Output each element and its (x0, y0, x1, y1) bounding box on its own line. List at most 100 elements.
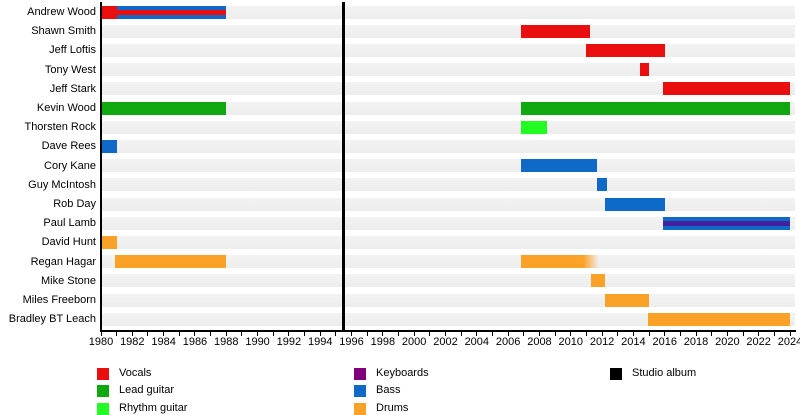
timeline-bar-drums (520, 255, 599, 269)
x-axis-tick-label: 1992 (276, 336, 302, 348)
member-track (101, 139, 795, 153)
x-axis-tick-label: 2014 (621, 336, 646, 348)
member-track (101, 255, 795, 269)
x-axis-tick-label: 2008 (527, 336, 552, 348)
member-label: Mike Stone (40, 274, 96, 287)
legend-label-lead_guitar: Lead guitar (119, 384, 175, 397)
x-axis-tick (460, 332, 462, 336)
timeline-bar-bass (597, 178, 607, 192)
timeline-bar-bass (605, 197, 665, 211)
timeline-bar-drums (591, 274, 606, 288)
x-axis-tick (523, 332, 525, 336)
x-axis-tick (147, 332, 149, 336)
x-axis-tick (304, 332, 306, 336)
x-axis-tick-label: 2010 (558, 336, 583, 348)
x-axis-tick (335, 332, 337, 336)
x-axis-tick-label: 2000 (401, 336, 427, 348)
x-axis-tick (429, 332, 431, 336)
x-axis-tick-label: 1982 (120, 336, 145, 348)
x-axis-tick (413, 332, 415, 336)
member-track (101, 43, 795, 57)
x-axis-tick (711, 332, 713, 336)
x-axis-tick (648, 332, 650, 336)
x-axis-tick (366, 332, 368, 336)
x-axis-tick-label: 1984 (151, 336, 176, 348)
member-track (101, 274, 795, 288)
x-axis-tick (585, 332, 587, 336)
timeline-bar-vocals (639, 63, 650, 77)
x-axis-tick (131, 332, 133, 336)
member-track (101, 82, 795, 96)
x-axis-tick-label: 1986 (182, 336, 208, 348)
x-axis-tick-label: 1996 (339, 336, 364, 348)
x-axis-tick (507, 332, 509, 336)
x-axis-tick (288, 332, 290, 336)
legend-swatch-keyboards (354, 368, 366, 380)
member-label: Tony West (44, 63, 96, 76)
x-axis-tick (319, 332, 321, 336)
legend-label-drums: Drums (376, 401, 409, 414)
x-axis-tick (491, 332, 493, 336)
x-axis-tick (100, 332, 102, 336)
member-track (101, 312, 795, 326)
x-axis-tick-label: 1988 (214, 336, 239, 348)
member-label: Kevin Wood (36, 102, 96, 114)
legend-swatch-lead_guitar (97, 385, 109, 398)
timeline-bar-drums (605, 293, 650, 307)
x-axis-tick (225, 332, 227, 336)
member-track (101, 24, 795, 38)
y-axis (100, 2, 102, 330)
member-label: Shawn Smith (31, 25, 96, 38)
x-axis-tick (178, 332, 180, 336)
timeline-bar-vocals (663, 82, 790, 96)
member-track (101, 235, 795, 249)
legend-label-rhythm_guitar: Rhythm guitar (119, 401, 188, 414)
x-axis-tick-label: 2012 (589, 336, 615, 348)
x-axis (100, 330, 796, 332)
x-axis-tick (351, 332, 353, 336)
x-axis-tick (617, 332, 619, 336)
legend-swatch-studio_album (610, 368, 622, 380)
timeline-bar-bass (663, 216, 790, 230)
legend-label-bass: Bass (376, 384, 401, 397)
x-axis-tick (570, 332, 572, 336)
timeline-bar-bass (101, 139, 117, 153)
timeline-bar-bass (116, 5, 227, 19)
x-axis-tick (742, 332, 744, 336)
x-axis-tick (241, 332, 243, 336)
bar-stripe-keyboards (663, 220, 790, 226)
legend-swatch-vocals (97, 368, 109, 380)
x-axis-tick-label: 1980 (88, 336, 114, 348)
member-label: Jeff Stark (49, 82, 96, 95)
member-label: Regan Hagar (30, 255, 96, 268)
member-label: David Hunt (41, 236, 96, 249)
x-axis-tick-label: 2018 (683, 336, 709, 348)
member-label: Guy McIntosh (28, 178, 96, 191)
x-axis-tick-label: 2016 (652, 336, 677, 348)
x-axis-tick (758, 332, 760, 336)
x-axis-tick (789, 332, 791, 336)
timeline-bar-vocals (520, 24, 590, 38)
legend-swatch-bass (354, 385, 366, 398)
member-label: Jeff Loftis (49, 44, 96, 57)
timeline-bar-bass (520, 159, 598, 173)
timeline-bar-lead_guitar (101, 101, 227, 115)
legend-swatch-rhythm_guitar (97, 402, 109, 415)
x-axis-tick (538, 332, 540, 336)
x-axis-tick (554, 332, 556, 336)
x-axis-tick (163, 332, 165, 336)
x-axis-tick-label: 1994 (307, 336, 333, 348)
member-track (101, 120, 795, 134)
timeline-bar-vocals (101, 5, 117, 19)
member-track (101, 159, 795, 173)
x-axis-tick-label: 1990 (245, 336, 270, 348)
legend-swatch-drums (354, 402, 366, 415)
studio-album-marker-line (342, 2, 346, 330)
member-track (101, 178, 795, 192)
x-axis-tick (398, 332, 400, 336)
x-axis-tick-label: 2006 (495, 336, 521, 348)
x-axis-tick-label: 1998 (370, 336, 396, 348)
member-label: Bradley BT Leach (8, 313, 96, 326)
x-axis-tick (773, 332, 775, 336)
